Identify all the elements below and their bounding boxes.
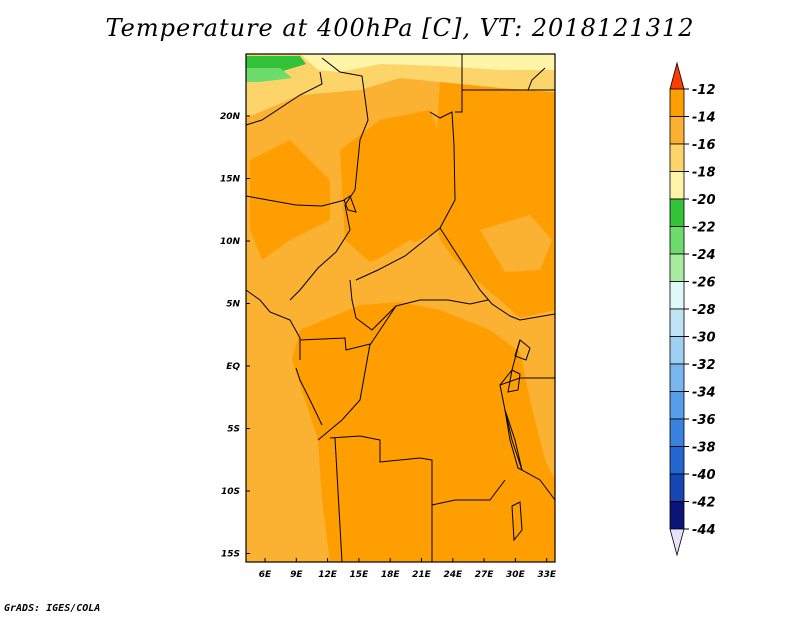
lat-tick-label: 5S — [227, 425, 240, 435]
colorbar-label: -40 — [692, 468, 716, 483]
colorbar-swatch — [669, 308, 685, 337]
map-axes: 6E 9E 12E 15E 18E 21E 24E 27E 30E 33E 20N 15N 10N 5N E… — [220, 112, 557, 580]
colorbar-label: -18 — [692, 166, 716, 181]
band-20 — [300, 54, 555, 72]
colorbar-top-arrow — [669, 61, 685, 90]
lon-tick-label: 27E — [475, 570, 495, 580]
colorbar-label: -16 — [692, 138, 716, 153]
colorbar-label: -38 — [692, 441, 716, 456]
lon-tick-label: 6E — [259, 570, 272, 580]
colorbar-label: -14 — [692, 111, 716, 126]
colorbar-bottom-arrow — [669, 528, 685, 557]
band-26 — [246, 68, 292, 82]
colorbar-swatch — [669, 198, 685, 227]
lat-tick-label: 15N — [220, 175, 241, 185]
colorbar-label: -30 — [692, 331, 716, 346]
colorbar-swatch — [669, 473, 685, 502]
colorbar-swatch — [669, 446, 685, 475]
lon-tick-label: 24E — [443, 570, 463, 580]
cool-patch-2 — [480, 215, 552, 272]
colorbar-swatch — [669, 226, 685, 255]
lon-tick-label: 9E — [290, 570, 303, 580]
lat-tick-label: 5N — [226, 300, 240, 310]
lat-tick-label: 20N — [220, 112, 241, 122]
colorbar-swatch — [669, 391, 685, 420]
colorbar-label: -20 — [692, 193, 716, 208]
lat-tick-label: 10S — [221, 487, 240, 497]
colorbar-label: -36 — [692, 413, 716, 428]
lon-tick-label: 33E — [537, 570, 557, 580]
colorbar-swatch — [669, 336, 685, 365]
lon-tick-label: 15E — [350, 570, 370, 580]
lat-tick-label: 10N — [220, 237, 241, 247]
colorbar-label: -24 — [692, 248, 716, 263]
lon-tick-label: 30E — [506, 570, 526, 580]
colorbar-label: -28 — [692, 303, 716, 318]
colorbar-label: -26 — [692, 276, 716, 291]
colorbar-label: -32 — [692, 358, 716, 373]
cool-patch-3 — [246, 395, 325, 562]
colorbar-swatch — [669, 143, 685, 172]
lon-tick-label: 12E — [318, 570, 338, 580]
colorbar-swatch — [669, 171, 685, 200]
country-borders — [245, 54, 556, 563]
colorbar: -12 -14 -16 -18 -20 -22 -24 -26 -28 -30 -32 -34 -36 -… — [669, 61, 716, 557]
colorbar-swatch — [669, 418, 685, 447]
colorbar-label: -34 — [692, 386, 716, 401]
colorbar-label: -42 — [692, 496, 716, 511]
colorbar-swatch — [669, 281, 685, 310]
lon-tick-label: 21E — [412, 570, 432, 580]
warm-region-central — [340, 110, 445, 262]
colorbar-label: -22 — [692, 221, 716, 236]
colorbar-swatch — [669, 253, 685, 282]
map-frame — [245, 53, 556, 563]
warm-region-west — [250, 140, 330, 260]
warm-region-south — [292, 302, 555, 562]
lat-tick-label: EQ — [226, 362, 240, 372]
colorbar-swatch — [669, 88, 685, 117]
colorbar-label: -44 — [692, 523, 716, 538]
lon-tick-label: 18E — [381, 570, 401, 580]
colorbar-label: -12 — [692, 83, 716, 98]
lakes — [343, 195, 531, 542]
colorbar-swatch — [669, 116, 685, 145]
cool-patch-1 — [360, 240, 470, 305]
chart-title: Temperature at 400hPa [C], VT: 201812131… — [105, 14, 695, 42]
colorbar-swatch — [669, 363, 685, 392]
colorbar-swatch — [669, 501, 685, 530]
map-panel — [245, 53, 556, 563]
lat-tick-label: 15S — [221, 550, 240, 560]
footer-credit: GrADS: IGES/COLA — [4, 603, 101, 614]
